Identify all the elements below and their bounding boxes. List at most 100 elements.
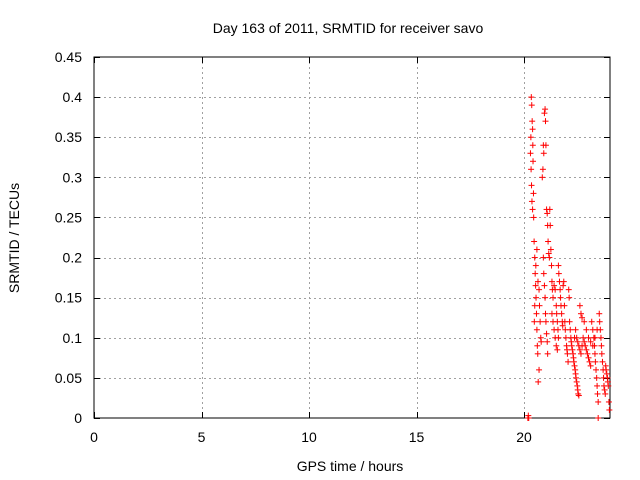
data-point (540, 150, 547, 157)
data-point (532, 270, 539, 277)
x-tick-labels: 0 5 10 15 20 (90, 429, 532, 445)
data-point (573, 334, 580, 341)
data-point (557, 294, 564, 301)
data-point (542, 294, 549, 301)
data-point (530, 190, 537, 197)
data-point (577, 350, 584, 357)
data-point (533, 326, 540, 333)
data-point (546, 206, 553, 213)
data-point (574, 338, 581, 345)
data-point (564, 350, 571, 357)
data-point (596, 310, 603, 317)
data-point (531, 238, 538, 245)
data-point (565, 358, 572, 365)
x-tick-label: 0 (90, 429, 98, 445)
data-point (540, 270, 547, 277)
data-point (580, 334, 587, 341)
data-point (530, 214, 537, 221)
grid (94, 57, 610, 418)
data-point (547, 246, 554, 253)
data-point (572, 326, 579, 333)
data-point (533, 294, 540, 301)
data-point (528, 94, 535, 101)
data-point (573, 374, 580, 381)
y-tick-label: 0.35 (55, 129, 82, 145)
data-point (595, 398, 602, 405)
data-point (544, 338, 551, 345)
data-point (576, 346, 583, 353)
y-tick-label: 0.15 (55, 290, 82, 306)
x-tick-label: 10 (301, 429, 317, 445)
data-point (557, 286, 564, 293)
data-point (539, 174, 546, 181)
data-point (559, 322, 566, 329)
data-point (583, 346, 590, 353)
data-point (555, 262, 562, 269)
data-point (537, 318, 544, 325)
data-point (594, 390, 601, 397)
data-point (599, 358, 606, 365)
data-point (565, 286, 572, 293)
data-point (536, 366, 543, 373)
data-point (542, 106, 549, 113)
data-point (544, 210, 551, 217)
data-point (553, 342, 560, 349)
data-point (587, 362, 594, 369)
data-point (601, 386, 608, 393)
data-point (584, 350, 591, 357)
data-point (542, 118, 549, 125)
x-axis-label: GPS time / hours (297, 458, 404, 474)
data-point (579, 314, 586, 321)
data-point (528, 102, 535, 109)
data-point (529, 118, 536, 125)
y-tick-labels: 0 0.05 0.1 0.15 0.2 0.25 0.3 0.35 0.4 0.45 (55, 49, 82, 426)
data-point (591, 334, 598, 341)
data-point (591, 350, 598, 357)
y-tick-label: 0.1 (63, 330, 83, 346)
data-point (555, 270, 562, 277)
data-point (593, 374, 600, 381)
data-point (583, 326, 590, 333)
data-point (532, 282, 539, 289)
data-point (536, 302, 543, 309)
data-point (528, 166, 535, 173)
data-point (527, 150, 534, 157)
data-point (533, 246, 540, 253)
data-point (581, 318, 588, 325)
y-tick-label: 0.2 (63, 250, 83, 266)
data-point (567, 326, 574, 333)
data-point (598, 342, 605, 349)
x-tick-label: 15 (409, 429, 425, 445)
data-point (538, 338, 545, 345)
data-point (545, 238, 552, 245)
data-point (576, 302, 583, 309)
y-axis-label: SRMTID / TECUs (6, 183, 22, 293)
data-point (536, 286, 543, 293)
data-point (596, 318, 603, 325)
data-point (540, 254, 547, 261)
data-point (598, 350, 605, 357)
data-point (554, 346, 561, 353)
data-point (525, 415, 532, 421)
data-point (527, 134, 534, 141)
data-point (603, 366, 610, 373)
y-tick-label: 0.4 (63, 89, 83, 105)
data-point (529, 126, 536, 133)
data-point (529, 142, 536, 149)
data-point (570, 358, 577, 365)
data-point (534, 278, 541, 285)
data-point (571, 362, 578, 369)
data-point (587, 338, 594, 345)
data-point (606, 406, 613, 413)
data-point (594, 326, 601, 333)
y-tick-label: 0 (74, 410, 82, 426)
x-tick-label: 5 (198, 429, 206, 445)
data-point (546, 254, 553, 261)
data-point (533, 310, 540, 317)
data-point (589, 342, 596, 349)
data-point (539, 166, 546, 173)
data-point (605, 398, 612, 405)
data-point (531, 318, 538, 325)
data-point (548, 310, 555, 317)
